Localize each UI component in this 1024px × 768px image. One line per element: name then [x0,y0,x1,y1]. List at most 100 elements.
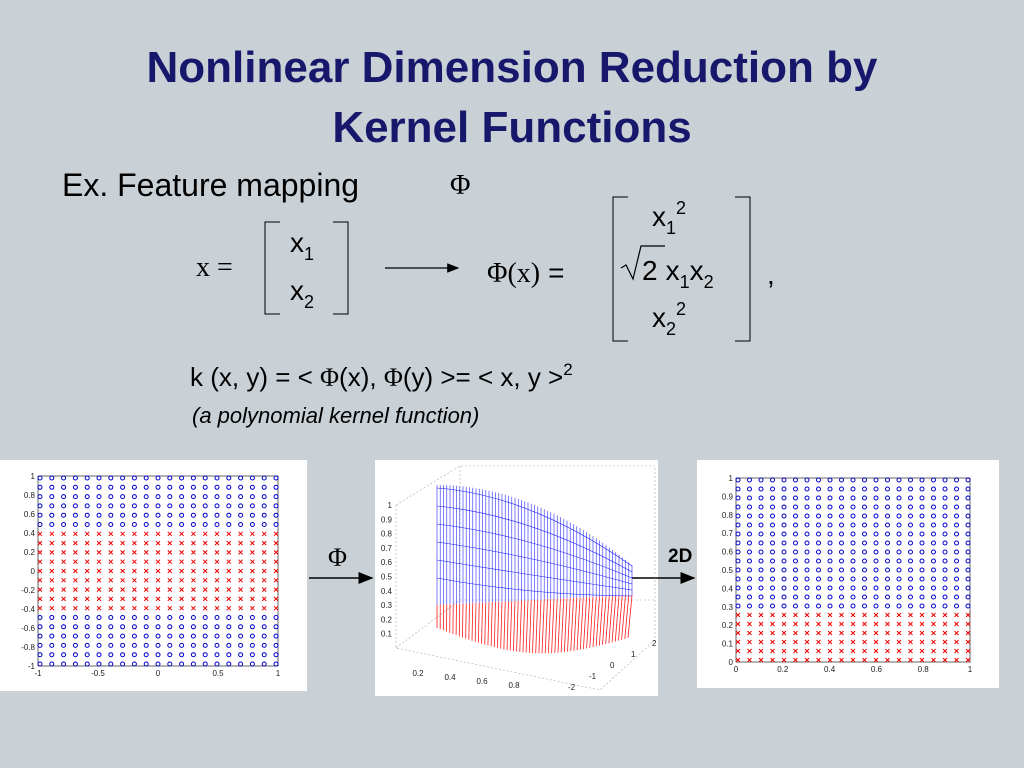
circle-marker [885,495,890,501]
cross [143,568,149,574]
circle-marker [238,522,244,527]
circle-marker [919,603,925,609]
cross [873,639,879,645]
circle-marker [72,475,78,481]
circle-marker [273,661,279,667]
circle-marker [896,585,902,591]
feature-line [474,602,477,642]
circle-marker [954,531,959,537]
phi-arrow-label: Φ [328,543,347,572]
circle-marker [179,503,185,509]
cross [954,648,959,654]
circle-marker [862,531,867,537]
circle-marker [793,486,798,492]
cross [202,596,208,602]
circle-marker [37,522,43,527]
cross [191,605,196,611]
circle-marker [793,558,798,564]
circle-marker [770,558,775,564]
circle-marker [873,477,879,483]
circle-marker [850,558,856,564]
circle-marker [781,558,787,564]
circle-marker [758,531,764,537]
circle-marker [816,477,821,483]
circle-marker [84,652,90,658]
circle-marker [747,540,752,546]
cross [167,605,173,611]
circle-marker [804,603,810,609]
circle-marker [238,661,244,667]
cross [37,550,43,555]
circle-marker [190,494,196,500]
cross [202,550,208,555]
y-tick-label: 0.2 [24,548,36,557]
cross [179,559,184,565]
circle-marker [226,652,232,658]
circle-marker [965,477,971,483]
cross [238,568,243,574]
feature-line [602,596,607,645]
cross [214,587,220,592]
circle-marker [804,576,810,582]
y-tick-label: -0.2 [21,586,35,595]
cross [250,596,255,602]
cross [965,612,971,618]
circle-marker [143,624,149,630]
circle-marker [96,642,102,648]
circle-marker [850,594,856,600]
circle-marker [816,504,821,510]
circle-marker [770,549,775,555]
cross [61,531,66,537]
circle-marker [839,594,844,600]
cross [839,648,844,654]
feature-line [618,595,623,641]
cross [908,648,913,654]
cross [250,568,255,574]
circle-marker [273,642,279,648]
circle-marker [908,558,913,564]
cross [120,605,125,611]
cross [931,630,936,636]
circle-marker [179,661,185,667]
circle-marker [37,652,43,658]
circle-marker [747,603,752,609]
circle-marker [873,513,879,519]
circle-marker [155,503,161,509]
x-tick-label: -0.5 [91,669,105,678]
circle-marker [908,603,913,609]
circle-marker [827,585,833,591]
feature-line [465,603,467,639]
circle-marker [120,615,126,620]
feature-line [522,600,526,653]
circle-marker [965,585,971,591]
cross [919,639,925,645]
x-tick-label: 0.6 [871,665,883,674]
circle-marker [942,540,948,546]
cross [61,596,66,602]
cross [250,550,255,555]
x-tick-label: 0.8 [508,681,520,690]
cross [179,605,184,611]
circle-marker [862,495,867,501]
cross [84,577,90,583]
circle-marker [931,567,936,573]
circle-marker [214,615,220,620]
circle-marker [735,477,741,483]
circle-marker [804,531,810,537]
circle-marker [72,494,78,500]
cross [73,587,78,592]
circle-marker [793,567,798,573]
cross [896,639,902,645]
cross [862,630,867,636]
circle-marker [49,475,55,481]
circle-marker [770,522,775,528]
circle-marker [155,475,161,481]
circle-marker [155,512,161,518]
circle-marker [758,558,764,564]
circle-marker [167,633,173,639]
cross [908,612,913,618]
circle-marker [131,522,137,527]
circle-marker [202,503,208,509]
circle-marker [896,549,902,555]
